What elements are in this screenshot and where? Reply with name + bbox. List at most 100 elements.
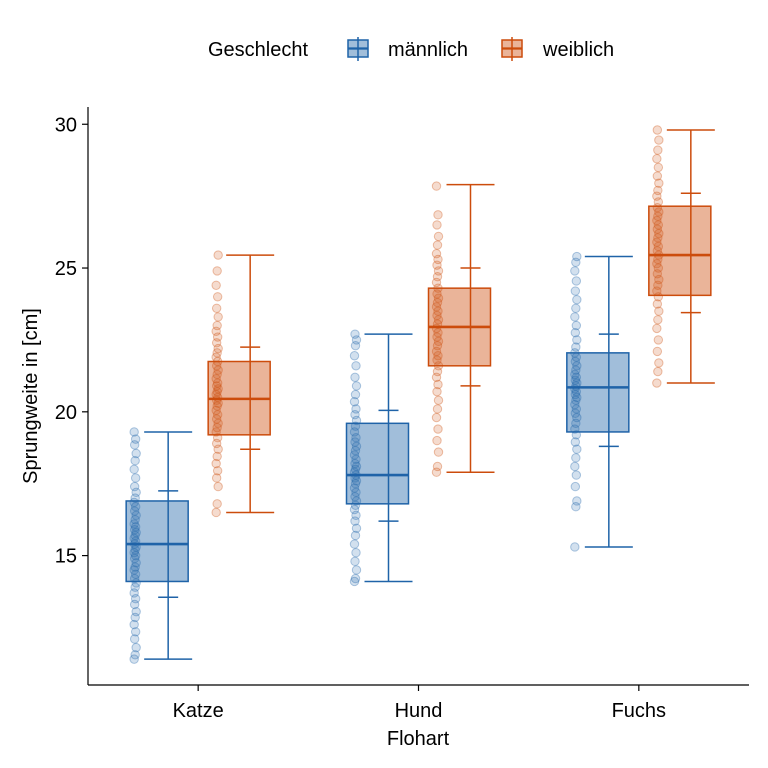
data-point [433, 379, 443, 390]
legend: Geschlecht männlich weiblich [208, 37, 614, 61]
data-point [211, 438, 222, 449]
data-point [129, 654, 139, 664]
data-point [652, 237, 662, 247]
data-point [213, 444, 223, 454]
data-point [571, 342, 581, 352]
data-point [212, 422, 222, 433]
data-point [351, 432, 361, 443]
data-point [129, 565, 139, 575]
data-point [652, 171, 663, 181]
data-point [349, 539, 360, 549]
box-männlich-Fuchs [566, 255, 633, 548]
data-point [212, 320, 222, 331]
data-point [351, 476, 362, 486]
data-point [652, 259, 662, 269]
data-point [432, 240, 443, 250]
data-point [571, 276, 582, 286]
data-point [350, 516, 360, 526]
data-point [349, 483, 360, 493]
data-point [570, 481, 581, 492]
data-point [653, 220, 664, 230]
data-point [571, 502, 581, 512]
data-point [432, 340, 443, 351]
data-point [652, 224, 663, 234]
data-point [129, 548, 139, 558]
data-point [431, 467, 442, 477]
data-point [130, 545, 140, 555]
data-point [433, 395, 444, 406]
data-point [570, 399, 580, 410]
data-point [350, 530, 361, 541]
data-point [572, 361, 582, 371]
data-point [131, 510, 141, 521]
data-point [432, 366, 443, 377]
data-point [129, 573, 140, 584]
data-point [350, 479, 361, 489]
data-point [653, 185, 663, 196]
data-point [351, 510, 361, 521]
data-point [572, 392, 582, 403]
data-point [433, 424, 443, 434]
data-point [351, 361, 361, 371]
data-point [652, 154, 662, 164]
data-point [652, 269, 663, 279]
data-point [130, 650, 140, 660]
data-point [653, 335, 664, 345]
data-point [212, 499, 222, 509]
data-point [212, 348, 222, 358]
data-point [130, 514, 140, 525]
data-point [212, 401, 222, 411]
data-point [653, 366, 663, 377]
data-point [129, 519, 139, 529]
data-point [131, 527, 141, 538]
x-axis-ticks: Katze Hund Fuchs [173, 685, 666, 722]
box-body [345, 422, 410, 505]
data-point [211, 427, 221, 437]
data-point [129, 533, 139, 544]
box-weiblich-Fuchs [648, 129, 715, 384]
data-point [571, 453, 581, 463]
data-point [350, 372, 360, 383]
data-point [131, 448, 141, 459]
data-point [130, 569, 141, 579]
data-point [211, 458, 221, 469]
data-point [652, 323, 662, 334]
legend-items: männlich weiblich [347, 37, 614, 61]
data-point [130, 562, 140, 572]
data-point [432, 220, 442, 230]
data-point [652, 346, 663, 357]
legend-item-männlich: männlich [347, 37, 468, 61]
data-point [433, 293, 444, 303]
data-point [213, 481, 223, 492]
data-point [129, 588, 139, 598]
data-point [653, 211, 663, 221]
data-point [350, 556, 360, 567]
data-point [433, 231, 444, 242]
data-point [431, 372, 442, 383]
data-point [572, 335, 582, 345]
box-body [125, 500, 189, 583]
data-point [652, 299, 663, 309]
data-point [350, 421, 361, 431]
data-point [130, 530, 140, 541]
data-point [570, 389, 581, 400]
data-point [130, 434, 141, 444]
data-point [129, 506, 140, 516]
data-point [570, 408, 581, 418]
data-point [432, 289, 442, 299]
data-point [213, 384, 223, 394]
data-point [351, 454, 361, 464]
data-point [570, 437, 581, 447]
legend-title: Geschlecht [208, 39, 308, 61]
data-point [570, 312, 580, 322]
data-point [654, 228, 664, 239]
data-point [571, 430, 582, 440]
legend-label: weiblich [542, 39, 614, 61]
data-point [432, 435, 442, 446]
data-point [571, 372, 582, 383]
data-point [212, 451, 222, 462]
data-point [433, 306, 443, 316]
data-point [432, 461, 443, 472]
data-point [211, 374, 221, 384]
